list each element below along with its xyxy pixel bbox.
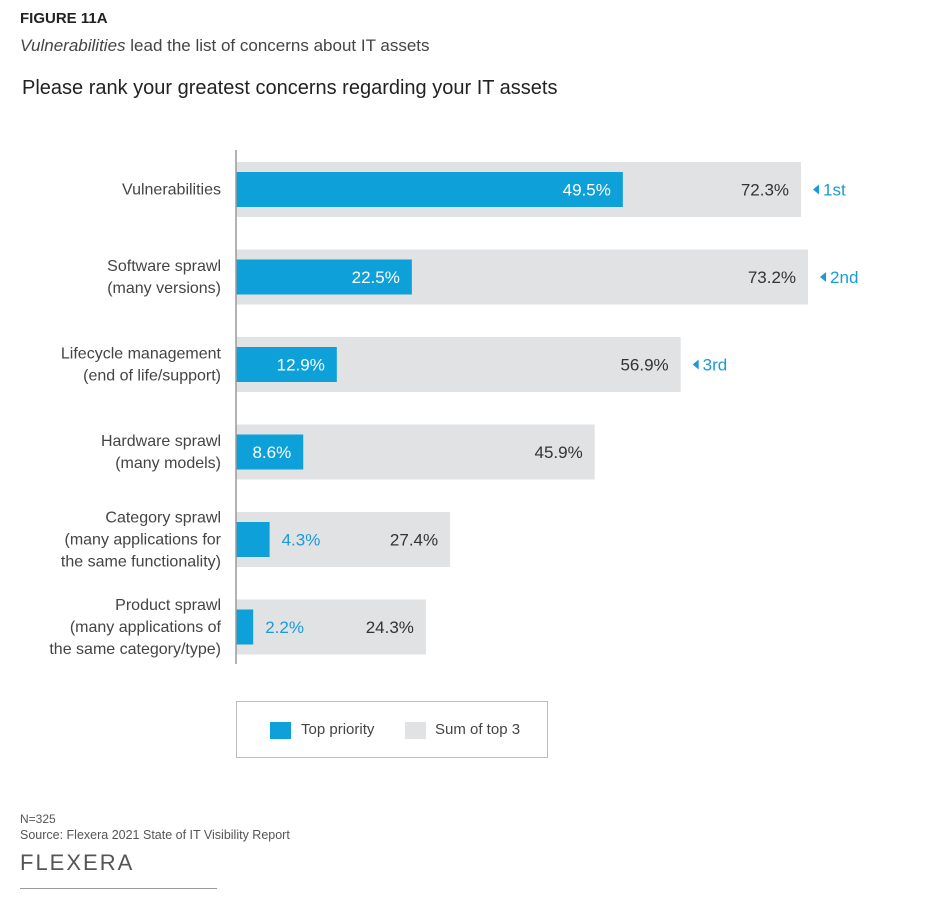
category-label: Product sprawl bbox=[115, 597, 221, 614]
category-label: (end of life/support) bbox=[83, 368, 221, 385]
rank-label: 2nd bbox=[830, 268, 858, 287]
rank-marker-icon bbox=[692, 359, 699, 370]
bar-sum-top3 bbox=[236, 599, 426, 655]
bar-top-priority bbox=[236, 172, 623, 207]
category-label: (many versions) bbox=[107, 280, 221, 297]
data-label-sum-top3: 24.3% bbox=[366, 618, 414, 637]
rank-marker-icon bbox=[813, 184, 820, 195]
category-label: Vulnerabilities bbox=[122, 182, 221, 199]
data-label-top-priority: 22.5% bbox=[352, 268, 400, 287]
legend-label-sum-top3: Sum of top 3 bbox=[435, 721, 521, 738]
figure-subtitle-emphasis: Vulnerabilities bbox=[20, 36, 126, 55]
category-label: Software sprawl bbox=[107, 258, 221, 275]
category-label: Hardware sprawl bbox=[101, 433, 221, 450]
bar-top-priority bbox=[236, 347, 337, 382]
rank-marker-icon bbox=[820, 272, 827, 282]
bar-top-priority bbox=[236, 609, 254, 645]
data-label-top-priority: 12.9% bbox=[277, 356, 325, 375]
source-note: Source: Flexera 2021 State of IT Visibil… bbox=[20, 828, 290, 842]
chart-title: Please rank your greatest concerns regar… bbox=[22, 77, 558, 99]
legend-swatch-top-priority bbox=[270, 722, 291, 739]
flexera-logo: FLEXERA bbox=[20, 850, 135, 875]
data-label-sum-top3: 72.3% bbox=[741, 181, 789, 200]
footer-divider bbox=[20, 888, 217, 889]
data-label-top-priority: 49.5% bbox=[563, 181, 611, 200]
rank-label: 3rd bbox=[703, 356, 728, 375]
category-label: the same category/type) bbox=[49, 641, 221, 658]
bar-top-priority bbox=[236, 434, 304, 470]
category-label: (many models) bbox=[115, 455, 221, 472]
category-label: Category sprawl bbox=[105, 510, 221, 527]
bar-top-priority bbox=[236, 522, 270, 557]
bar-sum-top3 bbox=[236, 512, 451, 567]
data-label-sum-top3: 45.9% bbox=[535, 443, 583, 462]
data-label-top-priority: 4.3% bbox=[282, 531, 321, 550]
bar-top-priority bbox=[236, 259, 412, 295]
rank-label: 1st bbox=[823, 181, 846, 200]
sample-size: N=325 bbox=[20, 812, 56, 826]
category-label: Lifecycle management bbox=[61, 346, 222, 363]
legend: Top priority Sum of top 3 bbox=[236, 701, 548, 758]
legend-label-top-priority: Top priority bbox=[301, 721, 375, 738]
legend-swatch-sum-top3 bbox=[405, 722, 426, 739]
figure-subtitle-rest: lead the list of concerns about IT asset… bbox=[125, 36, 430, 55]
category-label: (many applications of bbox=[70, 619, 222, 636]
data-label-sum-top3: 56.9% bbox=[620, 356, 668, 375]
figure-label: FIGURE 11A bbox=[20, 10, 108, 27]
data-label-top-priority: 2.2% bbox=[265, 618, 304, 637]
data-label-sum-top3: 73.2% bbox=[748, 268, 796, 287]
data-label-top-priority: 8.6% bbox=[252, 443, 291, 462]
figure-subtitle: Vulnerabilities lead the list of concern… bbox=[20, 36, 430, 56]
bar-chart: 49.5% 72.3% 1st Vulnerabilities 22.5% 73.2% 2n… bbox=[49, 150, 858, 664]
category-label: (many applications for bbox=[64, 532, 221, 549]
category-label: the same functionality) bbox=[61, 554, 221, 571]
data-label-sum-top3: 27.4% bbox=[390, 531, 438, 550]
